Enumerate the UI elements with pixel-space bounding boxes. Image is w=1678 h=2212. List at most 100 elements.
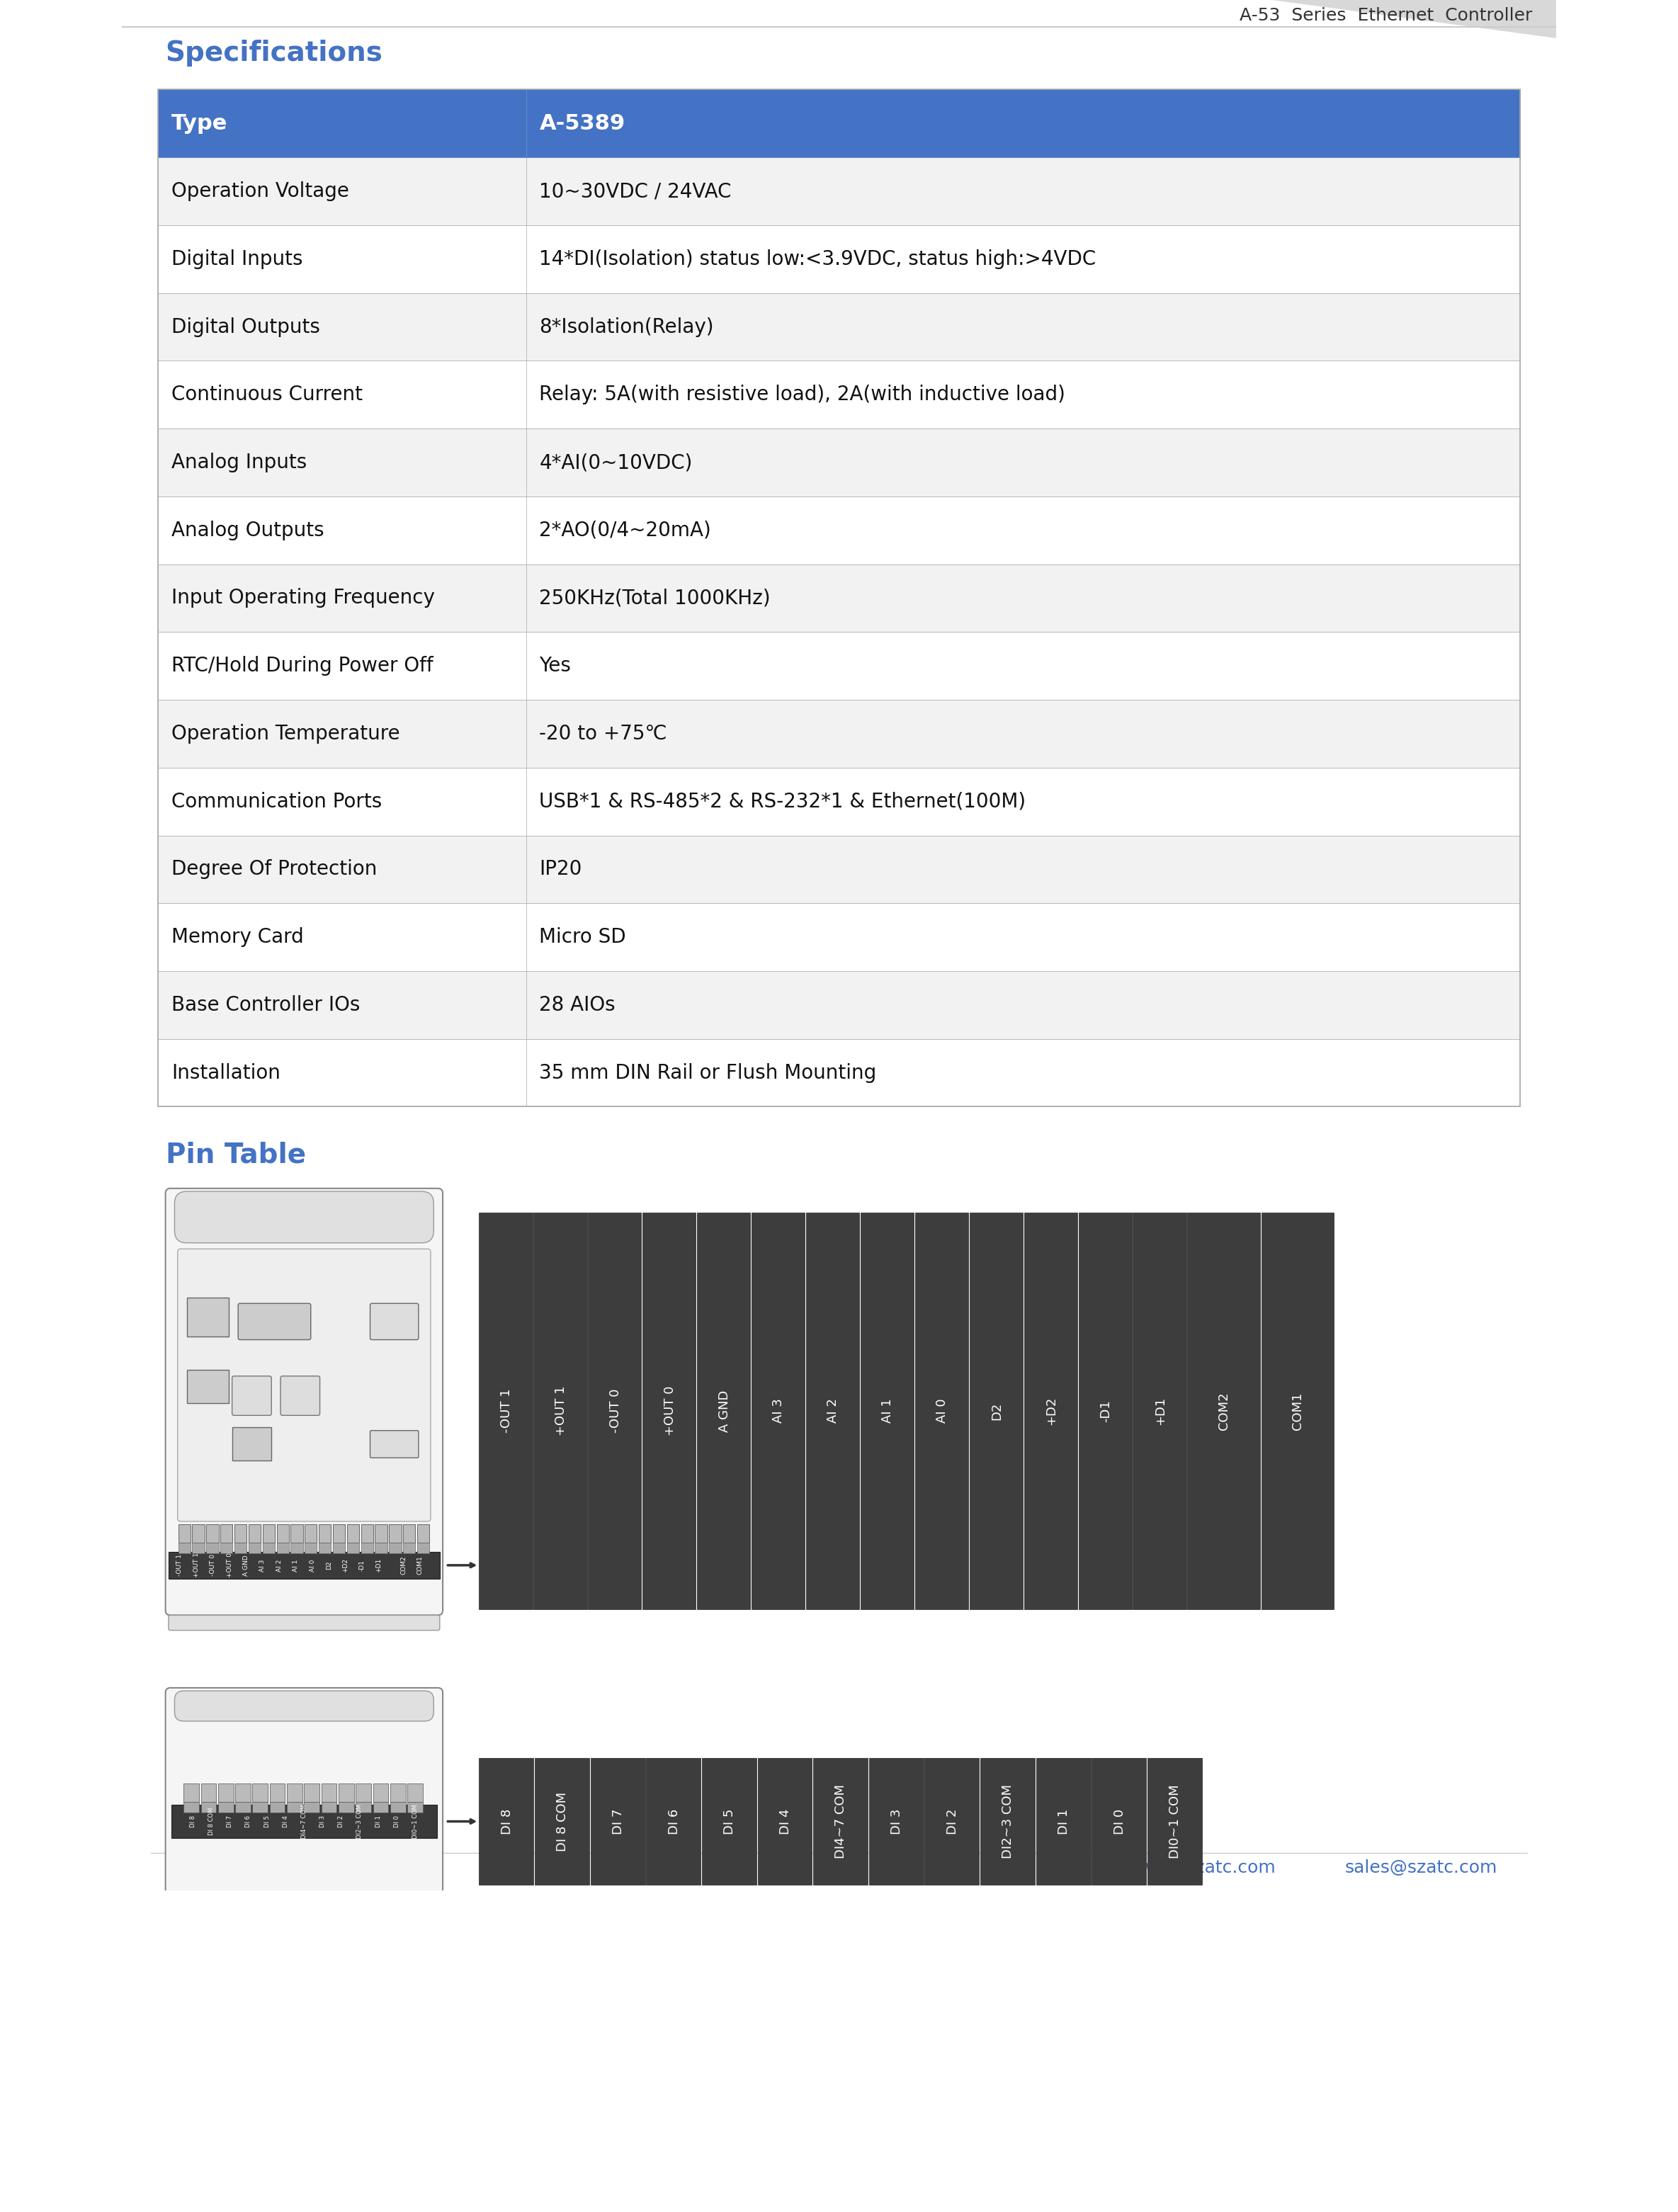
Text: +D2: +D2 [342, 1557, 349, 1573]
FancyBboxPatch shape [168, 1615, 440, 1630]
Text: A GND: A GND [718, 1389, 730, 1431]
Text: RL 7 COM: RL 7 COM [208, 2199, 215, 2212]
Bar [591, 2150, 644, 2212]
Text: COM1: COM1 [1292, 1391, 1304, 1429]
Bar [171, 2000, 436, 2033]
Bar [403, 1524, 416, 1542]
Bar [158, 564, 1520, 633]
Bar [235, 2194, 250, 2203]
Bar [235, 1783, 250, 1803]
Text: RL 5 COM: RL 5 COM [282, 2199, 289, 2212]
Text: -20 to +75℃: -20 to +75℃ [539, 723, 668, 743]
Bar [373, 1783, 388, 1803]
Text: Memory Card: Memory Card [171, 927, 304, 947]
Bar [869, 1953, 923, 2081]
Text: DI 12: DI 12 [946, 2000, 958, 2035]
Bar [757, 1953, 812, 2081]
Text: DI 7: DI 7 [227, 1816, 233, 1827]
Bar [232, 1427, 272, 1460]
Bar [201, 2174, 216, 2194]
Bar [587, 1212, 641, 1608]
Bar [183, 1980, 200, 1997]
Text: RL 6 NO: RL 6 NO [612, 2188, 624, 2212]
Bar [270, 1783, 285, 1803]
Bar [270, 1980, 285, 1997]
Bar [391, 1997, 406, 2008]
Bar [1035, 1759, 1091, 1885]
Text: RL 1 COM: RL 1 COM [245, 2002, 252, 2031]
Text: AI 2: AI 2 [277, 1559, 282, 1571]
Bar [535, 1759, 589, 1885]
Bar [356, 2194, 371, 2203]
Text: A GND: A GND [243, 1555, 250, 1575]
Text: DI 10: DI 10 [1057, 2000, 1071, 2035]
Bar [277, 1542, 289, 1553]
Text: RL 3 COM: RL 3 COM [356, 2199, 362, 2212]
Bar [814, 1953, 868, 2081]
Text: RL 4 COM: RL 4 COM [891, 2181, 903, 2212]
Bar [252, 1980, 268, 1997]
Text: 4*AI(0~10VDC): 4*AI(0~10VDC) [539, 453, 693, 473]
Text: MOH: MOH [247, 1433, 257, 1455]
Text: www.szatc.com: www.szatc.com [1139, 1858, 1277, 1876]
Bar [1092, 2150, 1146, 2212]
Bar [206, 1542, 218, 1553]
Text: +OUT 0: +OUT 0 [663, 1387, 676, 1436]
Text: DI0~1 COM: DI0~1 COM [1170, 1785, 1181, 1858]
Text: DI 4: DI 4 [779, 1809, 792, 1834]
Bar [356, 1803, 371, 1812]
Bar [480, 1953, 534, 2081]
Text: DI 3: DI 3 [319, 1816, 326, 1827]
Text: (B)GND: (B)GND [1170, 2190, 1181, 2212]
Bar [304, 1980, 319, 1997]
Text: RL 2 COM: RL 2 COM [208, 2002, 215, 2031]
Bar [391, 2174, 406, 2194]
Text: RL 4 COM: RL 4 COM [319, 2199, 326, 2212]
Bar [290, 1542, 304, 1553]
Text: DI 11: DI 11 [1002, 2000, 1015, 2035]
Bar [193, 1542, 205, 1553]
Text: LAN: LAN [389, 1312, 399, 1332]
Bar [814, 1759, 868, 1885]
Bar [701, 2150, 757, 2212]
Text: Yes: Yes [539, 657, 571, 677]
FancyBboxPatch shape [371, 1431, 418, 1458]
Text: AI 3: AI 3 [772, 1398, 785, 1422]
Text: DI 10: DI 10 [376, 2008, 381, 2024]
Bar [805, 1212, 859, 1608]
Bar [535, 2150, 589, 2212]
Bar [757, 1759, 812, 1885]
Bar [201, 1783, 216, 1803]
Bar [356, 2174, 371, 2194]
Text: RL 1 NO: RL 1 NO [227, 2004, 233, 2028]
Bar [356, 1783, 371, 1803]
Bar [262, 1542, 275, 1553]
Text: DI 8: DI 8 [500, 1809, 513, 1834]
Bar [158, 633, 1520, 699]
Text: DI 5: DI 5 [723, 1809, 737, 1834]
Text: -D1: -D1 [359, 1559, 366, 1571]
Bar [218, 1803, 233, 1812]
Text: RL 7 NO: RL 7 NO [190, 2201, 196, 2212]
Bar [186, 1369, 230, 1402]
Text: AI 0: AI 0 [309, 1559, 315, 1571]
Bar [696, 1212, 750, 1608]
FancyBboxPatch shape [280, 1376, 320, 1416]
Text: RL 4 NO: RL 4 NO [834, 2188, 847, 2212]
Bar [158, 495, 1520, 564]
Text: (R)+VS: (R)+VS [394, 2203, 399, 2212]
Text: (B)GND: (B)GND [413, 2201, 418, 2212]
Bar [925, 1953, 980, 2081]
Bar [158, 971, 1520, 1040]
Bar [391, 2194, 406, 2203]
Bar [391, 1980, 406, 1997]
Bar [646, 1953, 701, 2081]
Bar [218, 1980, 233, 1997]
Bar [319, 1524, 331, 1542]
Bar [339, 2194, 354, 2203]
FancyBboxPatch shape [238, 1303, 310, 1340]
Bar [925, 1759, 980, 1885]
Bar [158, 699, 1520, 768]
FancyBboxPatch shape [166, 1688, 443, 2212]
Bar [646, 2150, 701, 2212]
